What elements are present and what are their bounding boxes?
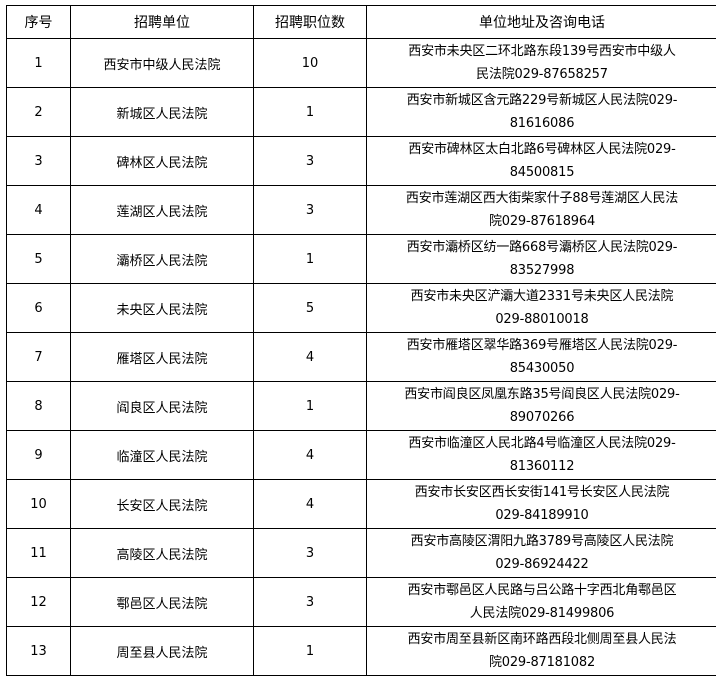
table-row: 7 雁塔区人民法院 4 西安市雁塔区翠华路369号雁塔区人民法院029- 8543005… [6,332,716,382]
row-positions: 1 [253,87,367,137]
row-address: 西安市未央区二环北路东段139号西安市中级人 民法院029-87658257 [366,38,716,88]
row-number: 9 [6,430,71,480]
row-number: 11 [6,528,71,578]
row-number: 10 [6,479,71,529]
table-row: 3 碑林区人民法院 3 西安市碑林区太白北路6号碑林区人民法院029- 84500815 [6,136,716,186]
row-unit: 碑林区人民法院 [70,136,254,186]
table-header-row: 序号 招聘单位 招聘职位数 单位地址及咨询电话 [6,5,716,39]
row-address: 西安市长安区西长安街141号长安区人民法院 029-84189910 [366,479,716,529]
address-line: 西安市未央区浐灞大道2331号未央区人民法院 [410,289,674,304]
row-number: 1 [6,38,71,88]
row-positions: 4 [253,430,367,480]
table-row: 4 莲湖区人民法院 3 西安市莲湖区西大街柴家什子88号莲湖区人民法 院029-8761… [6,185,716,235]
row-number: 7 [6,332,71,382]
row-unit: 灞桥区人民法院 [70,234,254,284]
address-line: 西安市周至县新区南环路西段北侧周至县人民法 [407,632,677,647]
row-address: 西安市新城区含元路229号新城区人民法院029- 81616086 [366,87,716,137]
address-line: 院029-87181082 [488,655,596,670]
row-address: 西安市碑林区太白北路6号碑林区人民法院029- 84500815 [366,136,716,186]
address-line: 西安市鄠邑区人民路与吕公路十字西北角鄠邑区 [407,583,677,598]
row-address: 西安市未央区浐灞大道2331号未央区人民法院 029-88010018 [366,283,716,333]
header-number: 序号 [6,5,71,39]
row-positions: 10 [253,38,367,88]
address-line: 院029-87618964 [488,214,596,229]
table-row: 2 新城区人民法院 1 西安市新城区含元路229号新城区人民法院029- 8161608… [6,87,716,137]
recruitment-table: 序号 招聘单位 招聘职位数 单位地址及咨询电话 1 西安市中级人民法院 10 西安市未… [6,5,716,676]
row-number: 5 [6,234,71,284]
address-line: 人民法院029-81499806 [469,606,615,621]
row-positions: 4 [253,479,367,529]
address-line: 029-88010018 [495,312,589,327]
address-line: 西安市长安区西长安街141号长安区人民法院 [414,485,670,500]
row-number: 2 [6,87,71,137]
address-line: 西安市雁塔区翠华路369号雁塔区人民法院029- [406,338,678,353]
address-line: 西安市阎良区凤凰东路35号阎良区人民法院029- [404,387,680,402]
row-unit: 莲湖区人民法院 [70,185,254,235]
address-line: 西安市灞桥区纺一路668号灞桥区人民法院029- [406,240,678,255]
row-number: 13 [6,626,71,676]
address-line: 81616086 [509,116,575,131]
address-line: 西安市高陵区渭阳九路3789号高陵区人民法院 [410,534,674,549]
row-address: 西安市雁塔区翠华路369号雁塔区人民法院029- 85430050 [366,332,716,382]
table-row: 12 鄠邑区人民法院 3 西安市鄠邑区人民路与吕公路十字西北角鄠邑区 人民法院029-8… [6,577,716,627]
address-line: 西安市碑林区太白北路6号碑林区人民法院029- [408,142,676,157]
row-unit: 临潼区人民法院 [70,430,254,480]
row-unit: 未央区人民法院 [70,283,254,333]
table-row: 8 阎良区人民法院 1 西安市阎良区凤凰东路35号阎良区人民法院029- 8907026… [6,381,716,431]
row-address: 西安市周至县新区南环路西段北侧周至县人民法 院029-87181082 [366,626,716,676]
row-positions: 4 [253,332,367,382]
address-line: 83527998 [509,263,575,278]
table-row: 9 临潼区人民法院 4 西安市临潼区人民北路4号临潼区人民法院029- 81360112 [6,430,716,480]
table-row: 1 西安市中级人民法院 10 西安市未央区二环北路东段139号西安市中级人 民法院029… [6,38,716,88]
row-unit: 雁塔区人民法院 [70,332,254,382]
row-unit: 长安区人民法院 [70,479,254,529]
address-line: 西安市新城区含元路229号新城区人民法院029- [406,93,678,108]
header-unit: 招聘单位 [70,5,254,39]
address-line: 西安市莲湖区西大街柴家什子88号莲湖区人民法 [405,191,679,206]
row-number: 12 [6,577,71,627]
table-row: 6 未央区人民法院 5 西安市未央区浐灞大道2331号未央区人民法院 029-88010… [6,283,716,333]
row-number: 6 [6,283,71,333]
row-address: 西安市临潼区人民北路4号临潼区人民法院029- 81360112 [366,430,716,480]
row-number: 3 [6,136,71,186]
row-address: 西安市阎良区凤凰东路35号阎良区人民法院029- 89070266 [366,381,716,431]
table-row: 5 灞桥区人民法院 1 西安市灞桥区纺一路668号灞桥区人民法院029- 8352799… [6,234,716,284]
row-address: 西安市高陵区渭阳九路3789号高陵区人民法院 029-86924422 [366,528,716,578]
row-positions: 1 [253,626,367,676]
row-positions: 5 [253,283,367,333]
address-line: 029-86924422 [495,557,589,572]
row-unit: 高陵区人民法院 [70,528,254,578]
address-line: 84500815 [509,165,575,180]
address-line: 81360112 [509,459,575,474]
row-positions: 1 [253,381,367,431]
address-line: 西安市未央区二环北路东段139号西安市中级人 [408,44,676,59]
row-address: 西安市灞桥区纺一路668号灞桥区人民法院029- 83527998 [366,234,716,284]
table-row: 13 周至县人民法院 1 西安市周至县新区南环路西段北侧周至县人民法 院029-8718… [6,626,716,676]
row-positions: 1 [253,234,367,284]
row-number: 8 [6,381,71,431]
row-unit: 阎良区人民法院 [70,381,254,431]
header-address: 单位地址及咨询电话 [366,5,716,39]
address-line: 85430050 [509,361,575,376]
address-line: 029-84189910 [495,508,589,523]
row-unit: 周至县人民法院 [70,626,254,676]
address-line: 民法院029-87658257 [476,67,608,82]
table-row: 10 长安区人民法院 4 西安市长安区西长安街141号长安区人民法院 029-84189… [6,479,716,529]
row-number: 4 [6,185,71,235]
header-positions: 招聘职位数 [253,5,367,39]
table-row: 11 高陵区人民法院 3 西安市高陵区渭阳九路3789号高陵区人民法院 029-8692… [6,528,716,578]
row-positions: 3 [253,577,367,627]
row-unit: 新城区人民法院 [70,87,254,137]
row-positions: 3 [253,528,367,578]
row-positions: 3 [253,136,367,186]
row-address: 西安市鄠邑区人民路与吕公路十字西北角鄠邑区 人民法院029-81499806 [366,577,716,627]
row-positions: 3 [253,185,367,235]
address-line: 89070266 [509,410,575,425]
address-line: 西安市临潼区人民北路4号临潼区人民法院029- [408,436,676,451]
row-unit: 鄠邑区人民法院 [70,577,254,627]
row-address: 西安市莲湖区西大街柴家什子88号莲湖区人民法 院029-87618964 [366,185,716,235]
row-unit: 西安市中级人民法院 [70,38,254,88]
